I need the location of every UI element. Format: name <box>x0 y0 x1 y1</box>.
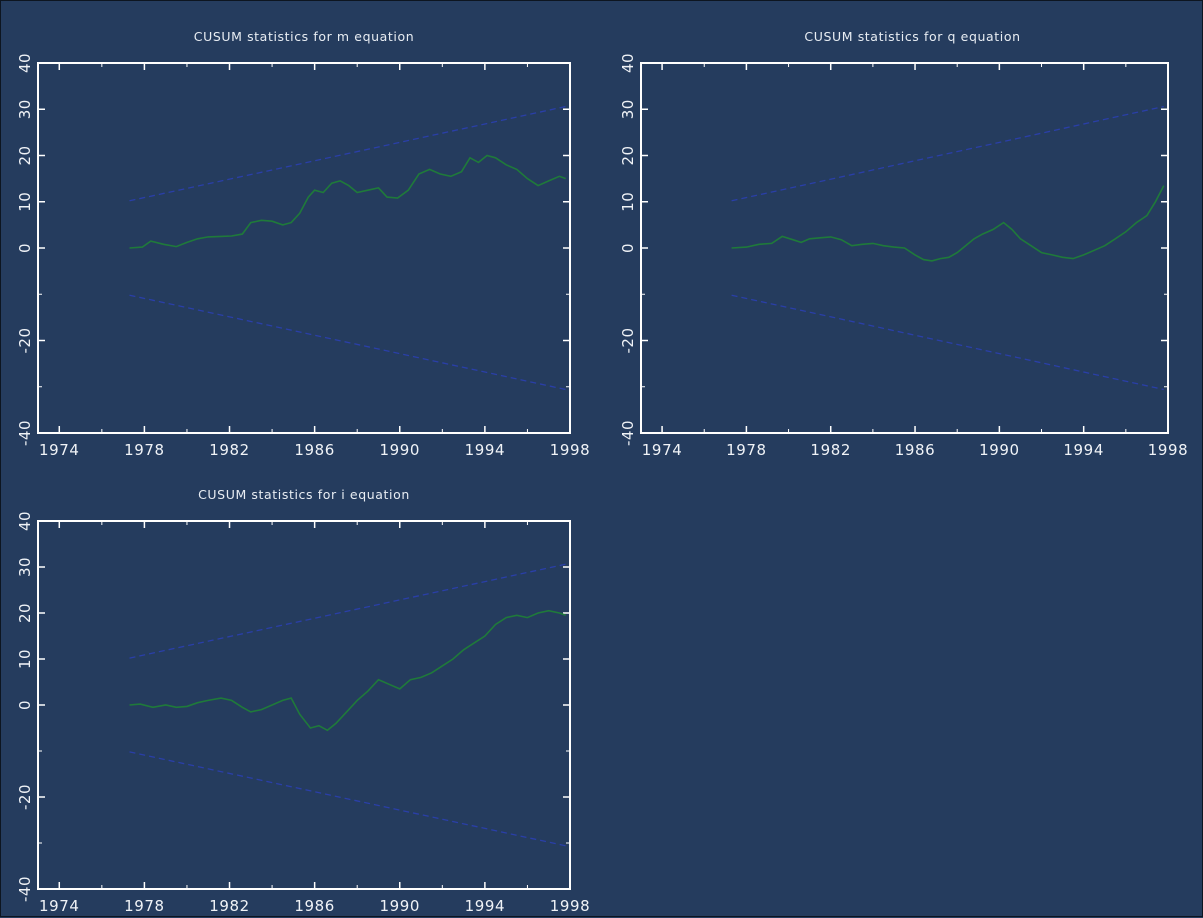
chart-title: CUSUM statistics for m equation <box>193 29 415 44</box>
x-tick-label: 1998 <box>550 441 591 459</box>
chart-panel-m: CUSUM statistics for m equation 1974 1978… <box>1 1 601 461</box>
series-upper-bound <box>129 105 566 202</box>
x-tick-label: 1986 <box>294 441 335 459</box>
chart-plot-svg: 1974 1978 1982 1986 1990 1994 1998 -40 -20 0 10 20 3… <box>16 53 591 459</box>
x-tick-label: 1990 <box>979 441 1020 459</box>
x-tick-label: 1978 <box>726 441 767 459</box>
x-tick-label: 1982 <box>810 441 851 459</box>
y-tick-label: -40 <box>619 420 637 446</box>
x-tick-label: 1986 <box>294 897 335 915</box>
x-tick-label: 1990 <box>379 897 420 915</box>
series-cusum <box>129 609 566 732</box>
y-tick-label: 10 <box>16 649 34 669</box>
chart-title: CUSUM statistics for i equation <box>198 487 410 502</box>
x-tick-label: 1994 <box>465 441 506 459</box>
x-tick-label: 1990 <box>379 441 420 459</box>
y-tick-label: 0 <box>16 243 34 253</box>
x-tick-label: 1974 <box>39 897 80 915</box>
series-lower-bound <box>129 751 566 847</box>
y-tick-label: 30 <box>16 99 34 119</box>
plot-frame <box>37 520 571 890</box>
x-tick-label: 1982 <box>209 441 250 459</box>
y-tick-label: 10 <box>619 192 637 212</box>
x-tick-label: 1998 <box>550 897 591 915</box>
y-tick-label: 40 <box>619 53 637 73</box>
y-tick-label: 0 <box>619 243 637 253</box>
y-tick-label: 30 <box>619 99 637 119</box>
x-tick-label: 1998 <box>1148 441 1189 459</box>
y-tick-label: 20 <box>16 603 34 623</box>
x-tick-label: 1986 <box>895 441 936 459</box>
plot-frame <box>37 62 571 434</box>
x-tick-label: 1994 <box>465 897 506 915</box>
y-tick-label: -40 <box>16 420 34 446</box>
y-tick-label: 0 <box>16 700 34 710</box>
series-lower-bound <box>129 294 566 391</box>
y-tick-label: 40 <box>16 511 34 531</box>
y-tick-label: 10 <box>16 192 34 212</box>
y-tick-label: 20 <box>619 145 637 165</box>
series-lower-bound <box>731 294 1164 391</box>
x-tick-label: 1974 <box>642 441 683 459</box>
chart-plot-svg: 1974 1978 1982 1986 1990 1994 1998 -40 -20 0 10 20 3… <box>16 511 591 915</box>
series-cusum <box>731 185 1165 262</box>
chart-panel-q: CUSUM statistics for q equation 1974 1978… <box>601 1 1203 461</box>
y-tick-label: -20 <box>16 784 34 810</box>
y-tick-label: 30 <box>16 557 34 577</box>
x-tick-label: 1978 <box>124 897 165 915</box>
x-tick-label: 1982 <box>209 897 250 915</box>
x-tick-label: 1978 <box>124 441 165 459</box>
y-tick-label: -40 <box>16 876 34 902</box>
y-tick-label: -20 <box>619 328 637 354</box>
y-tick-label: 40 <box>16 53 34 73</box>
chart-plot-svg: 1974 1978 1982 1986 1990 1994 1998 -40 -20 0 10 20 3… <box>619 53 1189 459</box>
x-tick-label: 1994 <box>1063 441 1104 459</box>
y-tick-label: -20 <box>16 328 34 354</box>
chart-panel-i: CUSUM statistics for i equation 1974 1978… <box>1 461 601 918</box>
series-upper-bound <box>731 105 1164 202</box>
chart-title: CUSUM statistics for q equation <box>804 29 1021 44</box>
y-tick-label: 20 <box>16 145 34 165</box>
series-upper-bound <box>129 563 566 659</box>
x-tick-label: 1974 <box>39 441 80 459</box>
series-cusum <box>129 154 566 249</box>
